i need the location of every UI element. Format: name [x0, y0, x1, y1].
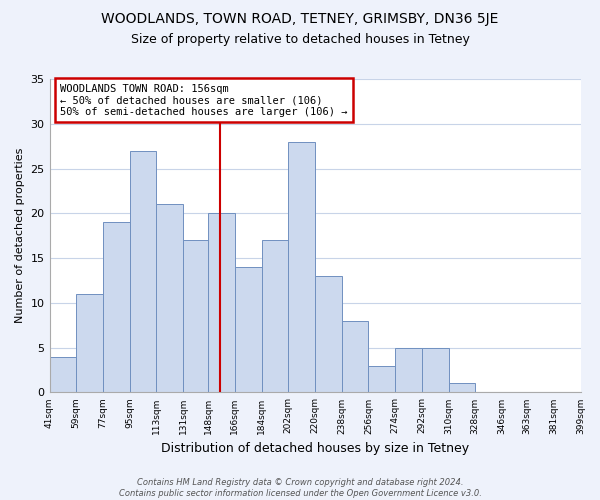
Bar: [103, 222, 130, 392]
Bar: [157, 204, 183, 392]
Bar: [422, 348, 449, 393]
Bar: [235, 267, 262, 392]
Bar: [208, 214, 235, 392]
Bar: [368, 366, 395, 392]
Bar: [395, 348, 422, 393]
X-axis label: Distribution of detached houses by size in Tetney: Distribution of detached houses by size …: [161, 442, 469, 455]
Bar: [289, 142, 315, 392]
Bar: [76, 294, 103, 392]
Bar: [183, 240, 208, 392]
Y-axis label: Number of detached properties: Number of detached properties: [15, 148, 25, 324]
Bar: [449, 384, 475, 392]
Text: Size of property relative to detached houses in Tetney: Size of property relative to detached ho…: [131, 32, 469, 46]
Bar: [315, 276, 342, 392]
Bar: [50, 356, 76, 392]
Text: Contains HM Land Registry data © Crown copyright and database right 2024.
Contai: Contains HM Land Registry data © Crown c…: [119, 478, 481, 498]
Bar: [262, 240, 289, 392]
Text: WOODLANDS, TOWN ROAD, TETNEY, GRIMSBY, DN36 5JE: WOODLANDS, TOWN ROAD, TETNEY, GRIMSBY, D…: [101, 12, 499, 26]
Bar: [130, 150, 157, 392]
Bar: [342, 321, 368, 392]
Text: WOODLANDS TOWN ROAD: 156sqm
← 50% of detached houses are smaller (106)
50% of se: WOODLANDS TOWN ROAD: 156sqm ← 50% of det…: [60, 84, 347, 117]
